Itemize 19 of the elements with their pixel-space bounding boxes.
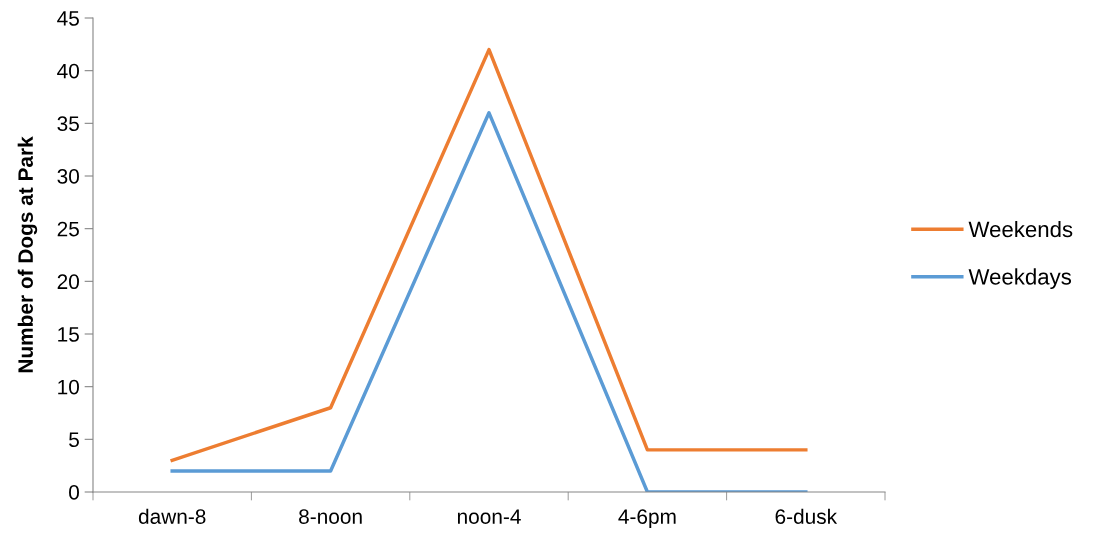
y-tick-label: 40	[57, 63, 79, 79]
legend-label: Weekdays	[968, 268, 1072, 290]
y-tick-label: 45	[57, 11, 79, 26]
y-tick-label: 20	[57, 274, 79, 290]
y-tick-label: 30	[57, 169, 79, 184]
x-tick-label: 4-6pm	[618, 509, 676, 529]
line-series	[170, 47, 808, 463]
y-tick-label: 35	[57, 116, 79, 132]
y-tick-label: 0	[69, 485, 79, 500]
y-axis-title: Number of Dogs at Park	[17, 136, 38, 373]
x-tick-label: 8-noon	[299, 509, 362, 524]
y-tick-label: 15	[58, 327, 79, 342]
x-tick-label: dawn-8	[138, 508, 206, 524]
y-tick-label: 5	[69, 432, 79, 448]
y-tick-label: 25	[57, 221, 79, 237]
x-tick-label: 6-dusk	[775, 508, 838, 524]
x-tick-label: noon-4	[457, 509, 521, 524]
y-tick-label: 10	[58, 379, 79, 395]
legend-label: Weekends	[968, 220, 1073, 238]
